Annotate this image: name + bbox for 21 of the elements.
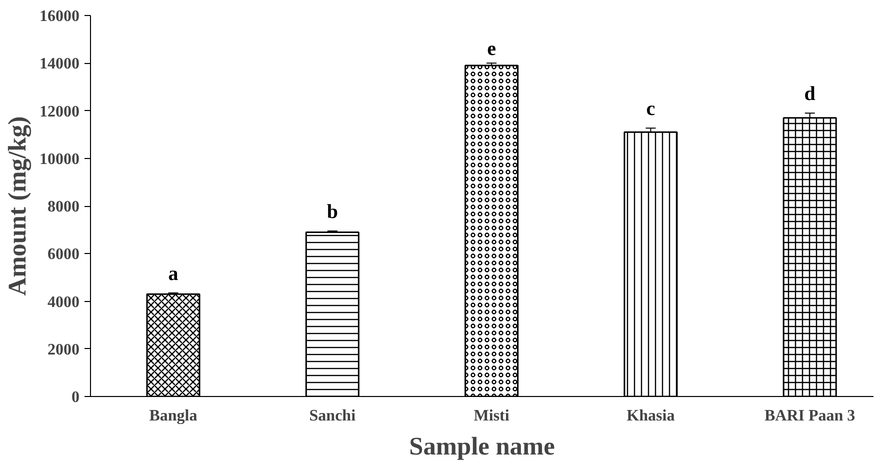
x-tick-label: Bangla (149, 408, 198, 424)
x-tick-label: Sanchi (309, 408, 356, 424)
y-tick-label: 0 (72, 389, 80, 406)
x-axis-title: Sample name (409, 432, 555, 460)
annotation: d (804, 83, 816, 106)
y-tick-label: 16000 (40, 8, 80, 25)
y-tick-label: 2000 (48, 341, 80, 358)
y-tick-label: 12000 (40, 103, 80, 120)
annotation: e (487, 38, 496, 60)
y-tick-label: 14000 (40, 56, 80, 73)
annotation: a (168, 262, 178, 285)
annotation: b (326, 201, 338, 224)
x-tick-label: Khasia (626, 408, 675, 424)
x-tick-label: BARI Paan 3 (764, 408, 856, 424)
y-axis-title: Amount (mg/kg) (4, 116, 32, 296)
y-tick-label: 8000 (48, 198, 80, 216)
annotation: c (646, 98, 656, 120)
x-tick-label: Misti (474, 408, 510, 424)
y-tick-label: 10000 (40, 150, 80, 168)
y-tick-label: 4000 (48, 294, 80, 311)
y-tick-label: 6000 (48, 246, 80, 264)
